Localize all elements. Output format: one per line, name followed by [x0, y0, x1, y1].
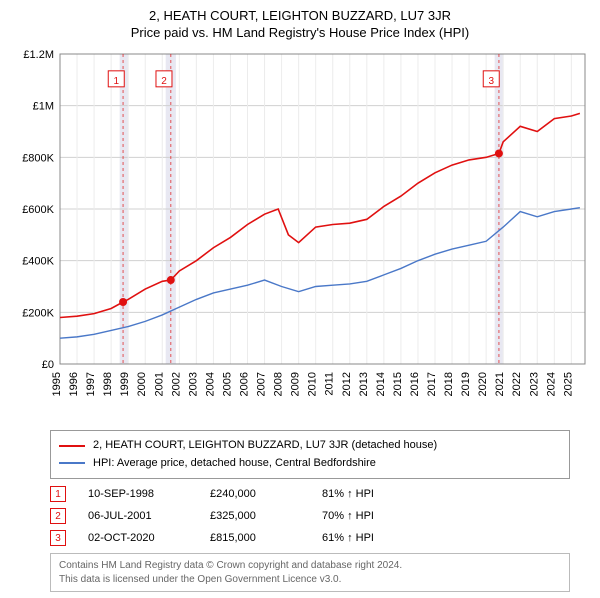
svg-text:2003: 2003 [187, 372, 199, 396]
svg-text:£1M: £1M [33, 101, 54, 113]
svg-text:2017: 2017 [426, 372, 438, 396]
svg-text:1995: 1995 [51, 372, 63, 396]
svg-text:2016: 2016 [409, 372, 421, 396]
svg-text:2001: 2001 [153, 372, 165, 396]
svg-text:£1.2M: £1.2M [23, 49, 54, 61]
event-pct: 61% ↑ HPI [322, 532, 374, 544]
svg-text:2018: 2018 [443, 372, 455, 396]
legend-swatch [59, 462, 85, 464]
attribution-footer: Contains HM Land Registry data © Crown c… [50, 553, 570, 592]
legend-label: 2, HEATH COURT, LEIGHTON BUZZARD, LU7 3J… [93, 437, 437, 455]
svg-text:2002: 2002 [170, 372, 182, 396]
svg-text:1: 1 [113, 76, 119, 87]
svg-text:1996: 1996 [68, 372, 80, 396]
line-chart-svg: £0 £200K £400K £600K £800K £1M £1.2M 1995 1996 19… [10, 44, 590, 424]
event-row: 3 02-OCT-2020 £815,000 61% ↑ HPI [50, 527, 570, 549]
svg-text:2005: 2005 [221, 372, 233, 396]
svg-text:2025: 2025 [562, 372, 574, 396]
events-table: 1 10-SEP-1998 £240,000 81% ↑ HPI 2 06-JUL-200… [50, 483, 570, 549]
footer-line-1: Contains HM Land Registry data © Crown c… [59, 559, 561, 573]
event-date: 02-OCT-2020 [88, 532, 188, 544]
svg-text:£600K: £600K [22, 204, 54, 216]
svg-text:2007: 2007 [256, 372, 268, 396]
svg-text:1997: 1997 [85, 372, 97, 396]
legend-label: HPI: Average price, detached house, Cent… [93, 455, 376, 473]
svg-text:2014: 2014 [375, 372, 387, 396]
chart-subtitle: Price paid vs. HM Land Registry's House … [10, 25, 590, 40]
event-row: 2 06-JUL-2001 £325,000 70% ↑ HPI [50, 505, 570, 527]
svg-text:2023: 2023 [528, 372, 540, 396]
svg-text:2024: 2024 [545, 372, 557, 396]
svg-text:2022: 2022 [511, 372, 523, 396]
svg-text:2006: 2006 [239, 372, 251, 396]
svg-text:2012: 2012 [341, 372, 353, 396]
event-date: 10-SEP-1998 [88, 488, 188, 500]
event-price: £240,000 [210, 488, 300, 500]
legend-item: 2, HEATH COURT, LEIGHTON BUZZARD, LU7 3J… [59, 437, 561, 455]
svg-text:2000: 2000 [136, 372, 148, 396]
svg-text:2011: 2011 [324, 372, 336, 396]
event-marker: 3 [50, 530, 66, 546]
legend-item: HPI: Average price, detached house, Cent… [59, 455, 561, 473]
svg-text:2020: 2020 [477, 372, 489, 396]
svg-text:2009: 2009 [290, 372, 302, 396]
svg-text:£400K: £400K [22, 256, 54, 268]
chart-title-block: 2, HEATH COURT, LEIGHTON BUZZARD, LU7 3J… [10, 8, 590, 40]
event-pct: 81% ↑ HPI [322, 488, 374, 500]
event-marker: 1 [50, 486, 66, 502]
legend-box: 2, HEATH COURT, LEIGHTON BUZZARD, LU7 3J… [50, 430, 570, 479]
legend-swatch [59, 445, 85, 447]
chart-title: 2, HEATH COURT, LEIGHTON BUZZARD, LU7 3J… [10, 8, 590, 23]
svg-text:2013: 2013 [358, 372, 370, 396]
svg-text:£800K: £800K [22, 152, 54, 164]
svg-text:2008: 2008 [273, 372, 285, 396]
event-row: 1 10-SEP-1998 £240,000 81% ↑ HPI [50, 483, 570, 505]
event-price: £325,000 [210, 510, 300, 522]
event-price: £815,000 [210, 532, 300, 544]
svg-text:1999: 1999 [119, 372, 131, 396]
svg-text:3: 3 [488, 76, 494, 87]
svg-text:2021: 2021 [494, 372, 506, 396]
svg-text:1998: 1998 [102, 372, 114, 396]
svg-text:2004: 2004 [204, 372, 216, 396]
svg-text:2: 2 [161, 76, 167, 87]
svg-text:2015: 2015 [392, 372, 404, 396]
svg-text:2010: 2010 [307, 372, 319, 396]
event-marker: 2 [50, 508, 66, 524]
svg-text:£200K: £200K [22, 307, 54, 319]
chart-area: £0 £200K £400K £600K £800K £1M £1.2M 1995 1996 19… [10, 44, 590, 424]
svg-text:2019: 2019 [460, 372, 472, 396]
event-date: 06-JUL-2001 [88, 510, 188, 522]
footer-line-2: This data is licensed under the Open Gov… [59, 573, 561, 587]
svg-text:£0: £0 [42, 359, 54, 371]
event-pct: 70% ↑ HPI [322, 510, 374, 522]
